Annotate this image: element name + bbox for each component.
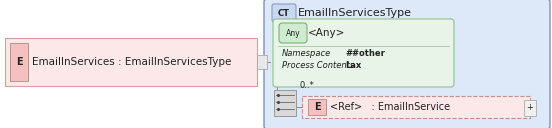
Text: Lax: Lax: [345, 61, 361, 71]
FancyBboxPatch shape: [272, 4, 296, 22]
FancyBboxPatch shape: [264, 0, 550, 128]
Text: +: +: [527, 104, 533, 113]
Text: <Any>: <Any>: [308, 28, 346, 38]
Text: Namespace: Namespace: [282, 50, 331, 58]
FancyBboxPatch shape: [302, 96, 530, 118]
FancyBboxPatch shape: [10, 43, 28, 81]
Text: <Ref>   : EmailInService: <Ref> : EmailInService: [330, 102, 450, 112]
Text: 0..*: 0..*: [300, 82, 315, 90]
FancyBboxPatch shape: [279, 23, 307, 43]
Text: Any: Any: [286, 29, 300, 38]
Text: EmailInServices : EmailInServicesType: EmailInServices : EmailInServicesType: [32, 57, 231, 67]
Text: E: E: [15, 57, 22, 67]
FancyBboxPatch shape: [5, 38, 257, 86]
Text: CT: CT: [278, 8, 290, 18]
FancyBboxPatch shape: [308, 99, 326, 115]
FancyBboxPatch shape: [274, 90, 296, 116]
Text: E: E: [314, 102, 320, 112]
Text: Process Contents: Process Contents: [282, 61, 354, 71]
FancyBboxPatch shape: [257, 55, 267, 69]
FancyBboxPatch shape: [524, 100, 536, 116]
Text: EmailInServicesType: EmailInServicesType: [298, 8, 412, 18]
FancyBboxPatch shape: [273, 19, 454, 87]
Text: ##other: ##other: [345, 50, 385, 58]
